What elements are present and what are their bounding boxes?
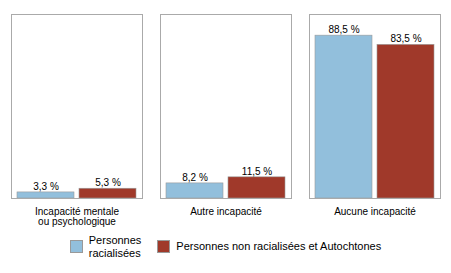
svg-text:5,3 %: 5,3 %: [95, 177, 121, 188]
svg-text:11,5 %: 11,5 %: [242, 166, 272, 177]
svg-text:Autre incapacité: Autre incapacité: [190, 206, 262, 217]
svg-text:Aucune incapacité: Aucune incapacité: [334, 206, 416, 217]
svg-text:88,5 %: 88,5 %: [328, 24, 359, 35]
svg-text:8,2 %: 8,2 %: [182, 172, 208, 183]
html-text:Personnes non racialisées et A: Personnes non racialisées et Autochtones: [176, 240, 382, 253]
svg-text:83,5 %: 83,5 %: [390, 33, 421, 44]
svg-text:3,3 %: 3,3 %: [33, 181, 59, 192]
html-text:Personnes racialisées: Personnes racialisées: [88, 234, 142, 259]
svg-text:Incapacité mentaleou psycholog: Incapacité mentaleou psychologique: [35, 206, 119, 227]
